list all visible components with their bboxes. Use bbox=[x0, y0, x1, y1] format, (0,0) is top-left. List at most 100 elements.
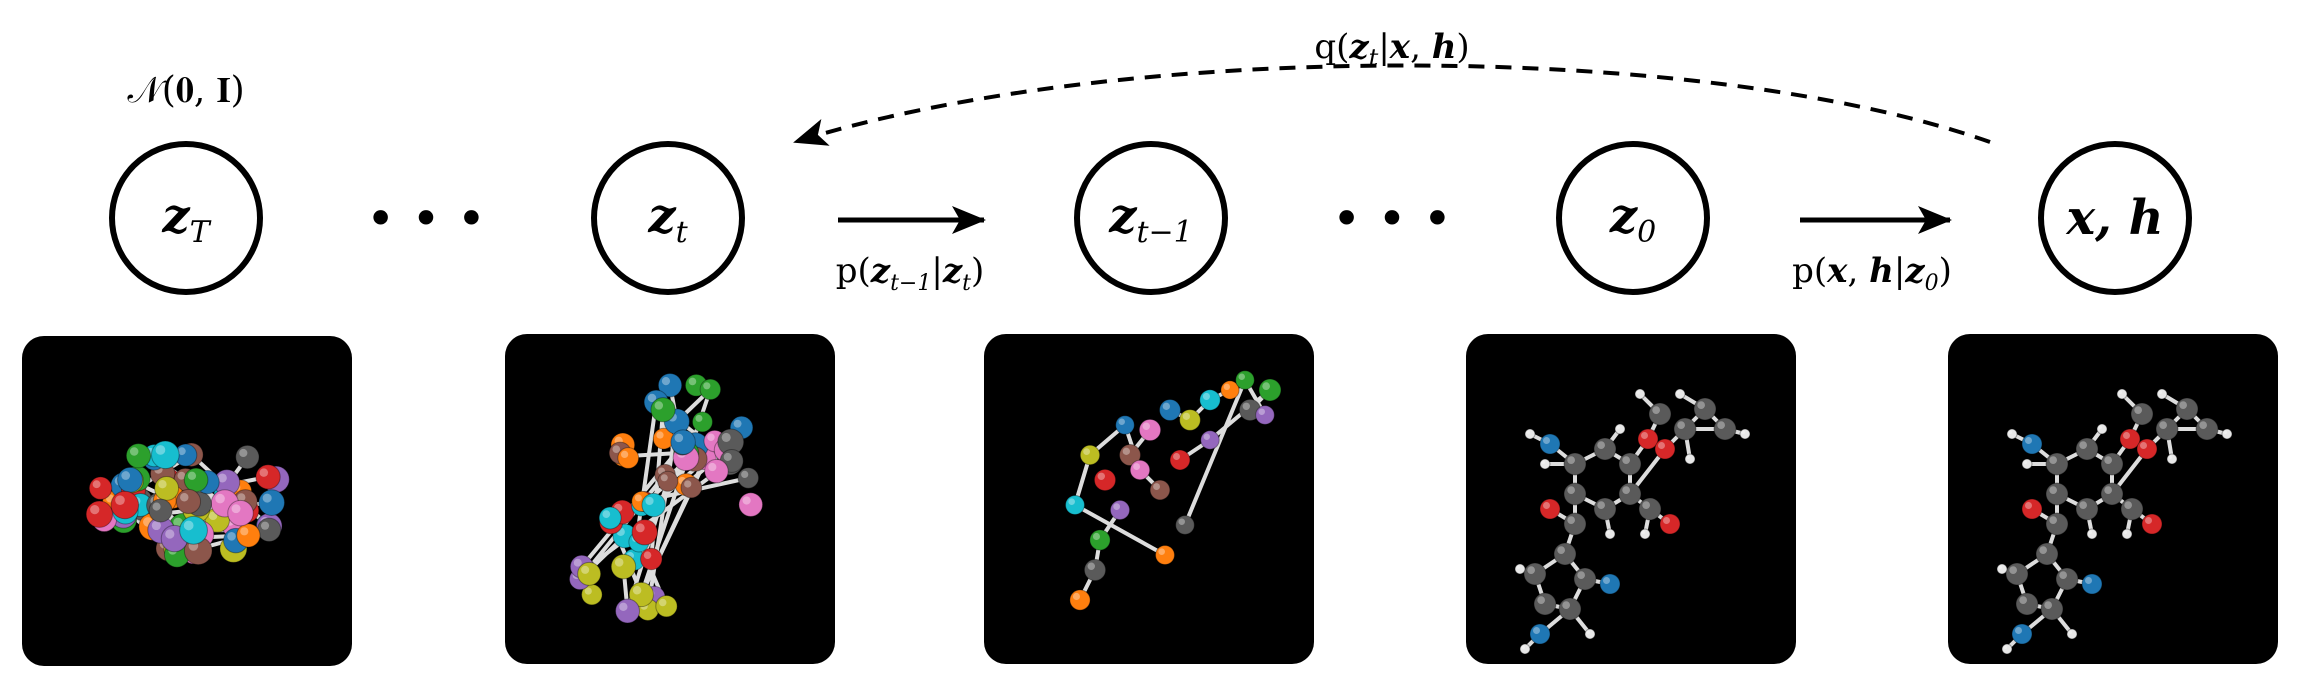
atom-highlight bbox=[1677, 421, 1685, 429]
atom-highlight bbox=[152, 502, 161, 511]
atom-highlight bbox=[1242, 402, 1250, 410]
atom-highlight bbox=[227, 532, 236, 541]
atom-highlight bbox=[1577, 571, 1585, 580]
atom-highlight bbox=[1603, 577, 1610, 584]
atom-highlight bbox=[619, 602, 628, 612]
noisy-atom bbox=[125, 443, 152, 469]
oxygen-atom bbox=[1654, 438, 1676, 460]
atom-highlight bbox=[733, 419, 742, 428]
atom-highlight bbox=[177, 471, 186, 480]
atom-highlight bbox=[187, 471, 197, 480]
hydrogen-atom bbox=[1514, 563, 1526, 575]
atom-highlight bbox=[643, 551, 652, 559]
noisy-atom bbox=[650, 397, 676, 423]
molecule-noise-t bbox=[568, 373, 764, 624]
atom-highlight bbox=[741, 470, 749, 478]
molecule-clean-xh bbox=[1996, 388, 2233, 655]
carbon-atom bbox=[2055, 567, 2079, 591]
noisy-atom bbox=[641, 492, 666, 518]
noisy-atom bbox=[179, 515, 208, 545]
atom-highlight bbox=[1182, 412, 1190, 420]
noisy-atom bbox=[1220, 380, 1240, 400]
atom-highlight bbox=[1567, 486, 1575, 494]
atom-highlight bbox=[2019, 596, 2027, 605]
hydrogen-atom bbox=[2166, 453, 2178, 465]
svg-text:zT: zT bbox=[161, 188, 211, 250]
node-zt-1: zt−1 bbox=[1074, 141, 1228, 295]
hydrogen-atom bbox=[1739, 428, 1751, 440]
atom-highlight bbox=[1113, 503, 1120, 510]
atom-highlight bbox=[259, 468, 269, 477]
atom-highlight bbox=[237, 493, 246, 502]
carbon-atom bbox=[1693, 397, 1717, 421]
noisy-atom bbox=[657, 470, 679, 492]
atom-highlight bbox=[2049, 516, 2057, 525]
carbon-atom bbox=[1713, 417, 1737, 441]
atom-highlight bbox=[742, 496, 751, 505]
carbon-atom bbox=[2100, 452, 2124, 476]
atom-highlight bbox=[1162, 402, 1171, 410]
noisy-atom bbox=[1093, 468, 1117, 492]
hydrogen-atom bbox=[2116, 388, 2128, 400]
atom-highlight bbox=[2044, 601, 2052, 610]
noisy-atom bbox=[1258, 378, 1282, 402]
atom-highlight bbox=[1203, 433, 1210, 440]
atom-highlight bbox=[1516, 565, 1520, 569]
atom-highlight bbox=[658, 598, 667, 607]
carbon-atom bbox=[2075, 497, 2099, 521]
carbon-atom bbox=[2045, 482, 2069, 506]
atom-highlight bbox=[1658, 442, 1665, 449]
noisy-atom bbox=[150, 440, 180, 470]
decode-label: p(x, h|z0) bbox=[1792, 251, 1952, 296]
carbon-atom bbox=[1523, 562, 1547, 586]
atom-highlight bbox=[1663, 517, 1670, 524]
noisy-atom bbox=[88, 476, 113, 500]
reverse-step-label: p(zt−1|zt) bbox=[836, 251, 985, 296]
atom-highlight bbox=[1641, 530, 1645, 534]
atom-highlight bbox=[2025, 437, 2032, 444]
atom-highlight bbox=[1616, 425, 1620, 429]
atom-highlight bbox=[2015, 627, 2022, 634]
hydrogen-atom bbox=[1614, 423, 1626, 435]
carbon-atom bbox=[1563, 512, 1587, 536]
atom-highlight bbox=[180, 493, 189, 502]
noisy-atom bbox=[699, 378, 722, 401]
oxygen-atom bbox=[1659, 513, 1681, 535]
hydrogen-atom bbox=[2156, 388, 2168, 400]
atom-highlight bbox=[1622, 486, 1630, 494]
atom-highlight bbox=[1087, 562, 1095, 571]
atom-highlight bbox=[1202, 392, 1210, 401]
atom-highlight bbox=[1118, 418, 1125, 425]
noisy-atom bbox=[255, 464, 281, 490]
carbon-atom bbox=[1618, 482, 1642, 506]
hydrogen-atom bbox=[2121, 528, 2133, 540]
atom-highlight bbox=[723, 452, 732, 461]
atom-highlight bbox=[1262, 382, 1270, 390]
atom-highlight bbox=[129, 447, 139, 456]
noisy-atom bbox=[1200, 430, 1220, 450]
noisy-atom bbox=[1175, 515, 1195, 535]
noisy-atom bbox=[631, 519, 658, 546]
hydrogen-atom bbox=[1539, 458, 1551, 470]
nitrogen-atom bbox=[1539, 433, 1561, 455]
bond bbox=[1208, 388, 1272, 442]
atom-highlight bbox=[2009, 566, 2017, 575]
hydrogen-atom bbox=[1684, 453, 1696, 465]
noisy-atom bbox=[258, 489, 286, 516]
hydrogen-atom bbox=[2021, 458, 2033, 470]
noisy-atom bbox=[1159, 399, 1181, 421]
noisy-atom bbox=[1115, 415, 1135, 435]
atom-highlight bbox=[151, 520, 161, 531]
hydrogen-atom bbox=[1674, 388, 1686, 400]
atom-highlight bbox=[231, 504, 241, 514]
oxygen-atom bbox=[1637, 428, 1659, 450]
atom-highlight bbox=[1258, 408, 1265, 415]
noisy-atom bbox=[657, 373, 683, 398]
atom-highlight bbox=[155, 445, 166, 455]
atom-highlight bbox=[92, 480, 101, 489]
noisy-atom bbox=[1199, 389, 1221, 411]
atom-highlight bbox=[614, 558, 624, 567]
atom-highlight bbox=[1597, 441, 1605, 449]
atom-highlight bbox=[1142, 422, 1151, 430]
